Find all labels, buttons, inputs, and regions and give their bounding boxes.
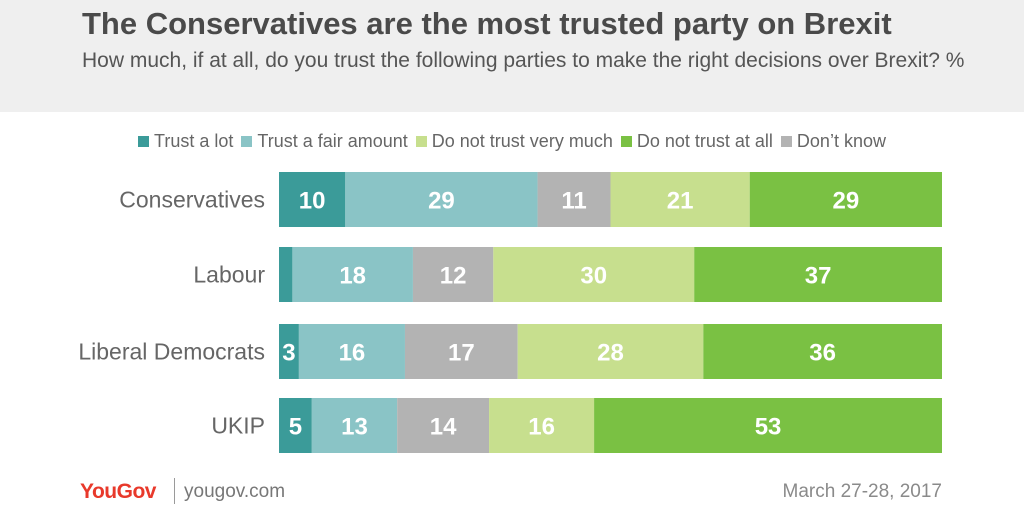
data-label: 28 <box>597 340 624 367</box>
data-label: 36 <box>809 340 836 367</box>
category-label: Conservatives <box>119 187 265 213</box>
data-label: 17 <box>448 340 475 367</box>
bar-segment <box>404 324 518 379</box>
legend-swatch <box>138 135 150 147</box>
chart-title: The Conservatives are the most trusted p… <box>82 6 892 41</box>
data-label: 3 <box>282 340 295 367</box>
data-label: 10 <box>299 188 326 215</box>
bar-segment <box>610 172 750 227</box>
legend-item: Trust a lot <box>138 131 233 152</box>
bar-segment <box>412 247 494 302</box>
data-label: 16 <box>339 340 366 367</box>
bar-segment <box>292 247 413 302</box>
legend-item: Do not trust at all <box>620 130 773 152</box>
bar-segment <box>749 172 942 227</box>
chart-subtitle: How much, if at all, do you trust the fo… <box>82 49 965 72</box>
bar-segment <box>703 324 942 379</box>
data-label: 53 <box>755 414 782 441</box>
bar-segment <box>311 398 398 453</box>
legend-item: Don’t know <box>780 130 886 152</box>
bar-segment <box>517 324 704 379</box>
legend-item: Do not trust very much <box>415 130 613 152</box>
data-label: 13 <box>341 414 368 441</box>
data-label: 11 <box>561 188 586 215</box>
legend-item: Trust a fair amount <box>241 130 408 152</box>
legend-label: Don’t know <box>796 130 886 151</box>
footer-website: yougov.com <box>184 481 286 502</box>
bar-segment <box>279 172 346 227</box>
data-label: 37 <box>805 263 832 290</box>
bar-segment <box>298 324 405 379</box>
bar-segment <box>279 324 299 379</box>
category-label: UKIP <box>211 413 265 439</box>
legend-label: Trust a fair amount <box>257 130 408 151</box>
data-label: 5 <box>289 414 302 441</box>
footer-date: March 27-28, 2017 <box>782 481 943 502</box>
header-band: The Conservatives are the most trusted p… <box>0 0 1024 112</box>
bar-segment <box>345 172 538 227</box>
data-label: 30 <box>580 263 607 290</box>
bar-segment <box>279 398 312 453</box>
chart-legend: Trust a lot Trust a fair amount Do not tru… <box>0 128 1024 154</box>
legend-label: Trust a lot <box>154 130 234 151</box>
category-label: Liberal Democrats <box>78 339 265 365</box>
bar-segment <box>489 398 595 453</box>
data-label: 14 <box>430 414 457 441</box>
data-label: 21 <box>667 188 694 215</box>
data-label: 18 <box>339 263 366 290</box>
data-label: 29 <box>833 188 860 215</box>
category-label: Labour <box>193 262 265 288</box>
bar-segment <box>493 247 695 302</box>
bar-segment <box>694 247 942 302</box>
bar-segment <box>397 398 490 453</box>
yougov-logo: YouGov <box>80 480 156 503</box>
data-label: 12 <box>440 263 467 290</box>
legend-swatch <box>241 135 253 147</box>
data-label: 16 <box>528 414 555 441</box>
data-label: 29 <box>428 188 455 215</box>
bar-segment <box>537 172 611 227</box>
legend-swatch <box>415 135 427 147</box>
bar-segment <box>279 247 293 302</box>
legend-label: Do not trust very much <box>431 130 613 151</box>
legend-swatch <box>620 135 632 147</box>
bar-segment <box>594 398 942 453</box>
footer-divider <box>174 478 175 504</box>
legend-label: Do not trust at all <box>636 130 773 151</box>
legend-swatch <box>780 135 792 147</box>
